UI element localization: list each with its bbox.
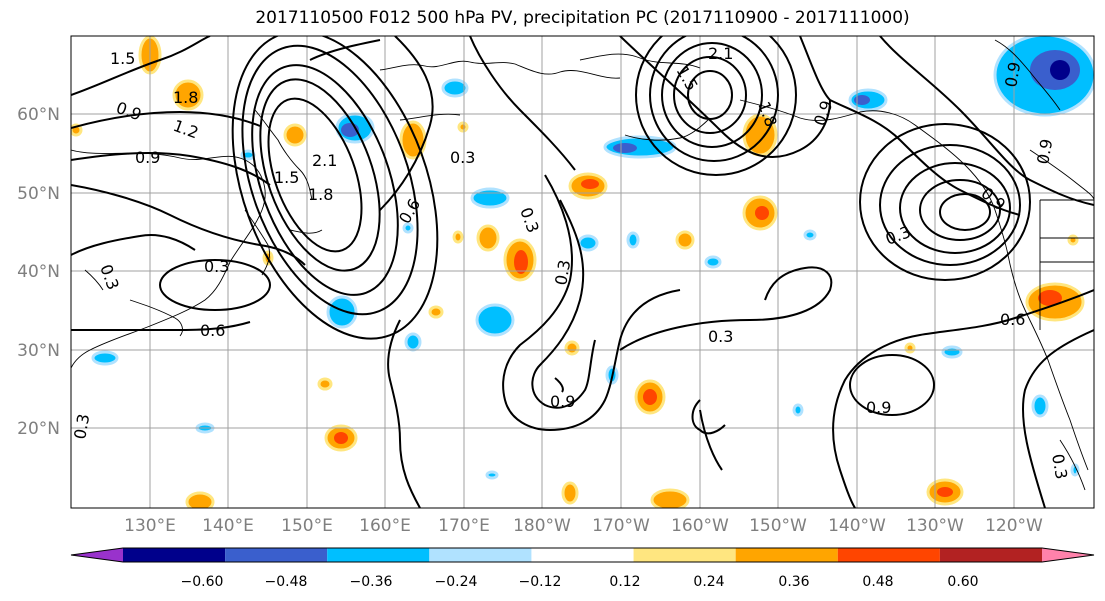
lon-label: 140°W <box>828 516 886 536</box>
precip-positive-patches <box>71 36 1085 508</box>
contour-label: 0.3 <box>450 148 475 167</box>
colorbar-tick-label: −0.36 <box>350 574 393 590</box>
lon-label: 180°W <box>513 516 571 536</box>
colorbar-segment <box>429 548 532 562</box>
chart-title: 2017110500 F012 500 hPa PV, precipitatio… <box>255 8 910 28</box>
contour-label: 2.1 <box>708 44 733 63</box>
contour-label: 0.9 <box>1001 60 1024 88</box>
contour-label: 1.8 <box>173 88 198 107</box>
contour-label: 0.3 <box>204 257 229 276</box>
contour-label: 0.9 <box>866 398 891 417</box>
colorbar-tick-label: 0.36 <box>778 574 809 590</box>
lon-label: 150°E <box>281 516 333 536</box>
latitude-labels: 60°N 50°N 40°N 30°N 20°N <box>17 105 60 439</box>
colorbar-segment <box>939 548 1042 562</box>
colorbar-tick-label: −0.48 <box>265 574 308 590</box>
contour-label: 0.3 <box>708 327 733 346</box>
lon-label: 160°E <box>359 516 411 536</box>
plot-frame <box>70 35 1095 509</box>
colorbar-outline <box>70 547 1095 563</box>
colorbar-tick-label: 0.24 <box>693 574 724 590</box>
precip-negative-patches <box>91 36 1094 480</box>
colorbar-segment <box>837 548 940 562</box>
lat-label: 50°N <box>17 184 60 204</box>
contour-label: 0.3 <box>551 258 574 286</box>
lat-label: 30°N <box>17 341 60 361</box>
colorbar-segment <box>633 548 736 562</box>
colorbar-tick-label: 0.48 <box>862 574 893 590</box>
contour-label: 0.9 <box>1033 137 1056 165</box>
contour-label: 0.6 <box>1000 310 1025 329</box>
colorbar-tick-label: −0.24 <box>435 574 478 590</box>
colorbar: −0.60 −0.48 −0.36 −0.24 −0.12 0.12 0.24 … <box>70 547 1095 590</box>
contour-label: 0.6 <box>200 321 225 340</box>
lon-label: 130°E <box>124 516 176 536</box>
lon-label: 170°E <box>438 516 490 536</box>
lon-label: 170°W <box>592 516 650 536</box>
lat-label: 60°N <box>17 105 60 125</box>
colorbar-segments <box>70 547 1095 563</box>
contour-label: 2.1 <box>312 151 337 170</box>
lat-label: 20°N <box>17 419 60 439</box>
lon-label: 150°W <box>749 516 807 536</box>
contour-label: 1.8 <box>308 185 333 204</box>
colorbar-segment <box>71 548 123 562</box>
colorbar-tick-label: 0.60 <box>947 574 978 590</box>
coastlines <box>71 39 1094 491</box>
pv-contours <box>71 36 1094 508</box>
colorbar-tick-label: 0.12 <box>609 574 640 590</box>
colorbar-segment <box>531 548 634 562</box>
longitude-labels: 130°E 140°E 150°E 160°E 170°E 180°W 170°… <box>124 516 1043 536</box>
lon-label: 140°E <box>202 516 254 536</box>
contour-label: 0.3 <box>70 412 93 440</box>
contour-label: 0.9 <box>135 148 160 167</box>
contour-label: 1.5 <box>274 168 299 187</box>
colorbar-segment <box>327 548 430 562</box>
colorbar-segment <box>735 548 838 562</box>
colorbar-segment <box>1042 548 1094 562</box>
lat-label: 40°N <box>17 262 60 282</box>
colorbar-tick-label: −0.60 <box>181 574 224 590</box>
lon-label: 130°W <box>906 516 964 536</box>
contour-label: 0.3 <box>1048 452 1071 480</box>
contour-label: 0.9 <box>550 392 575 411</box>
lon-label: 120°W <box>985 516 1043 536</box>
contour-label: 1.5 <box>110 49 135 68</box>
colorbar-segment <box>123 548 226 562</box>
colorbar-tick-labels: −0.60 −0.48 −0.36 −0.24 −0.12 0.12 0.24 … <box>181 574 979 590</box>
lon-label: 160°W <box>671 516 729 536</box>
colorbar-tick-label: −0.12 <box>519 574 562 590</box>
colorbar-segment <box>225 548 328 562</box>
